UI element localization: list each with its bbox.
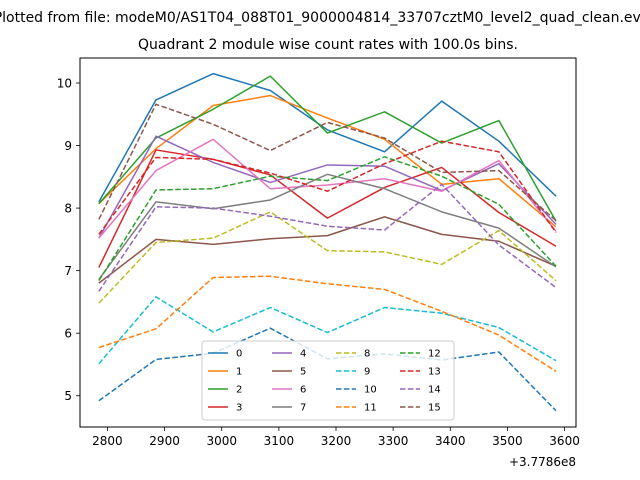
series-line-8: [98, 211, 557, 304]
legend-label-12: 12: [428, 349, 441, 360]
x-tick-label: 3300: [378, 434, 409, 448]
x-tick-label: 3500: [492, 434, 523, 448]
series-line-2: [98, 75, 557, 222]
legend-label-3: 3: [236, 403, 242, 414]
plot-frame: [79, 57, 577, 428]
legend-label-13: 13: [428, 367, 441, 378]
legend-label-1: 1: [236, 367, 242, 378]
legend-label-15: 15: [428, 403, 441, 414]
legend-label-9: 9: [364, 367, 370, 378]
series-line-9: [98, 296, 557, 365]
figure-suptitle: Plotted from file: modeM0/AS1T04_088T01_…: [0, 10, 640, 26]
y-tick-label: 8: [64, 202, 72, 216]
series-line-14: [98, 183, 557, 292]
x-tick-label: 3600: [549, 434, 580, 448]
series-line-6: [98, 138, 557, 239]
series-line-1: [98, 94, 557, 228]
x-axis: 2800 2900 3000 3100 3200 3300 3400 3500 3600: [92, 427, 580, 448]
series-line-4: [98, 135, 557, 239]
series-line-12: [98, 156, 557, 282]
legend-label-14: 14: [428, 385, 441, 396]
plot-area: [79, 57, 577, 428]
chart-title: Quadrant 2 module wise count rates with …: [138, 37, 518, 53]
legend-label-8: 8: [364, 349, 370, 360]
legend-label-2: 2: [236, 385, 242, 396]
x-tick-label: 3100: [264, 434, 295, 448]
legend-label-6: 6: [300, 385, 306, 396]
x-tick-label: 3400: [435, 434, 466, 448]
legend-label-5: 5: [300, 367, 306, 378]
legend-label-7: 7: [300, 403, 306, 414]
series-line-3: [98, 149, 557, 268]
y-tick-label: 9: [64, 139, 72, 153]
x-offset-label: +3.7786e8: [509, 455, 576, 469]
series-layer: [98, 72, 557, 412]
series-line-13: [98, 140, 557, 235]
x-tick-label: 3200: [321, 434, 352, 448]
legend-label-0: 0: [236, 349, 242, 360]
series-line-7: [98, 173, 557, 280]
legend-label-4: 4: [300, 349, 306, 360]
x-tick-label: 2900: [149, 434, 180, 448]
y-tick-label: 6: [64, 327, 72, 341]
y-tick-label: 7: [64, 264, 72, 278]
y-tick-label: 10: [57, 77, 72, 91]
legend-frame: [201, 340, 455, 421]
series-line-5: [98, 216, 557, 284]
legend-label-11: 11: [364, 403, 377, 414]
legend-label-10: 10: [364, 385, 377, 396]
y-tick-label: 5: [64, 389, 72, 403]
y-axis: 5 6 7 8 9 10: [57, 77, 80, 403]
series-line-11: [98, 275, 557, 372]
x-tick-label: 3000: [206, 434, 237, 448]
x-tick-label: 2800: [92, 434, 123, 448]
